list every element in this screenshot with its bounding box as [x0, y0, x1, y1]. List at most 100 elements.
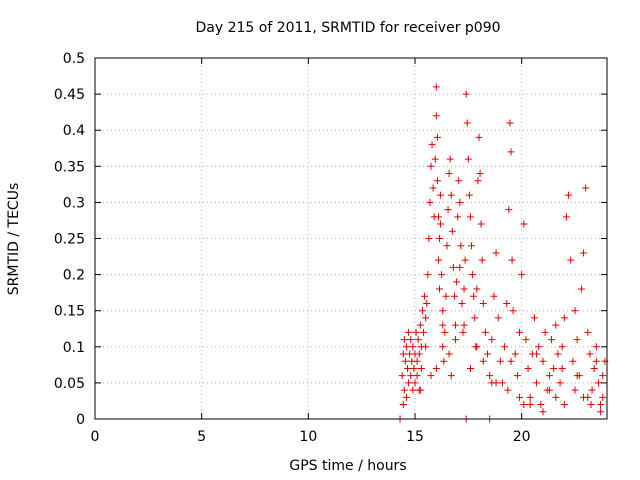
data-point [422, 314, 430, 322]
data-point [407, 336, 415, 344]
data-point [511, 350, 519, 358]
data-point [507, 357, 515, 365]
data-point [453, 278, 461, 286]
data-point [432, 83, 440, 91]
data-point [533, 350, 541, 358]
data-point [535, 343, 543, 351]
data-point [422, 343, 430, 351]
y-tick-label: 0.25 [54, 232, 85, 248]
data-point [433, 177, 441, 185]
data-point [461, 256, 469, 264]
data-point [402, 393, 410, 401]
data-point [590, 364, 598, 372]
data-point [569, 357, 577, 365]
data-point [459, 328, 467, 336]
data-point [545, 386, 553, 394]
data-point [427, 372, 435, 380]
data-point [518, 271, 526, 279]
data-point [446, 155, 454, 163]
x-tick-label: 5 [197, 429, 206, 445]
data-point [539, 357, 547, 365]
data-point [432, 112, 440, 120]
chart-title: Day 215 of 2011, SRMTID for receiver p09… [195, 20, 500, 36]
data-point [560, 314, 568, 322]
x-axis-label: GPS time / hours [289, 458, 406, 474]
data-point [438, 271, 446, 279]
data-point [552, 321, 560, 329]
data-point [584, 328, 592, 336]
data-point [404, 364, 412, 372]
data-point [509, 307, 517, 315]
data-point [516, 328, 524, 336]
data-point [558, 343, 566, 351]
data-point [586, 350, 594, 358]
data-point [588, 386, 596, 394]
data-point [401, 357, 409, 365]
data-point [524, 364, 532, 372]
data-point [439, 321, 447, 329]
data-point [548, 336, 556, 344]
data-point [530, 314, 538, 322]
data-point [411, 379, 419, 387]
data-point [466, 364, 474, 372]
data-point [432, 364, 440, 372]
data-point [496, 357, 504, 365]
data-point [516, 393, 524, 401]
data-point [556, 379, 564, 387]
data-point [562, 213, 570, 221]
data-point [550, 364, 558, 372]
data-point [424, 271, 432, 279]
data-point [506, 119, 514, 127]
y-axis-label: SRMTID / TECUs [6, 183, 22, 296]
data-point [417, 364, 425, 372]
data-point [436, 285, 444, 293]
data-point [477, 220, 485, 228]
data-point [433, 133, 441, 141]
data-point [450, 292, 458, 300]
data-point [471, 314, 479, 322]
data-point [545, 372, 553, 380]
data-point [423, 299, 431, 307]
data-point [400, 386, 408, 394]
data-point [513, 372, 521, 380]
data-point [399, 401, 407, 409]
data-point [560, 401, 568, 409]
y-tick-label: 0.05 [54, 376, 85, 392]
data-point [457, 242, 465, 250]
data-point [541, 328, 549, 336]
data-point [592, 357, 600, 365]
data-point [463, 119, 471, 127]
data-point [431, 155, 439, 163]
data-point [410, 364, 418, 372]
data-point [447, 191, 455, 199]
data-point [429, 184, 437, 192]
data-point [526, 401, 534, 409]
data-point [554, 350, 562, 358]
data-point [421, 292, 429, 300]
data-point [464, 155, 472, 163]
data-point [460, 285, 468, 293]
data-point [460, 321, 468, 329]
data-point [520, 401, 528, 409]
y-tick-label: 0 [76, 412, 85, 428]
data-point [445, 350, 453, 358]
data-point [440, 357, 448, 365]
y-tick-label: 0.3 [63, 195, 85, 211]
x-tick-label: 20 [513, 429, 531, 445]
data-point [522, 336, 530, 344]
data-point [573, 372, 581, 380]
data-point [465, 191, 473, 199]
data-point [594, 379, 602, 387]
data-point [455, 177, 463, 185]
data-point [552, 393, 560, 401]
data-point [439, 307, 447, 315]
data-point [466, 213, 474, 221]
data-point [470, 292, 478, 300]
data-point [405, 379, 413, 387]
data-point [484, 350, 492, 358]
y-tick-label: 0.1 [63, 340, 85, 356]
data-point [577, 285, 585, 293]
y-tick-label: 0.4 [63, 123, 85, 139]
